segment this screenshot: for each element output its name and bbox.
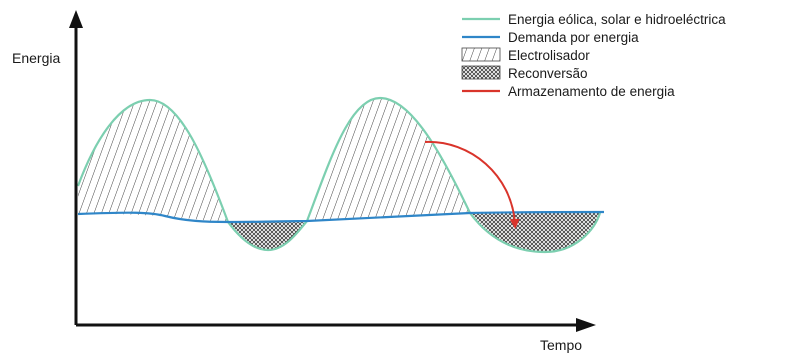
x-axis-label: Tempo <box>540 337 582 353</box>
legend-swatch-electrolyser <box>461 47 501 62</box>
legend-swatch-reconversion <box>461 65 501 80</box>
x-axis-arrowhead <box>576 318 596 332</box>
reconversion-region-1 <box>228 221 307 250</box>
axes <box>69 10 596 332</box>
electrolyser-regions <box>78 98 470 222</box>
legend: Energia eólica, solar e hidroeléctrica D… <box>461 12 726 99</box>
energy-demand-curve <box>77 210 605 224</box>
electrolyser-region-2 <box>307 98 470 221</box>
reconversion-regions <box>228 212 600 252</box>
electrolyser-region-1 <box>78 100 228 222</box>
legend-item-demand: Demanda por energia <box>462 30 639 45</box>
legend-item-renewable: Energia eólica, solar e hidroeléctrica <box>462 12 726 27</box>
y-axis-arrowhead <box>69 10 83 28</box>
energy-storage-arrow <box>424 140 520 229</box>
legend-label-demand: Demanda por energia <box>508 30 639 45</box>
legend-item-reconversion: Reconversão <box>461 65 588 81</box>
legend-item-storage: Armazenamento de energia <box>462 84 675 99</box>
y-axis-label: Energia <box>12 50 60 66</box>
reconversion-region-2 <box>470 212 600 252</box>
legend-label-renewable: Energia eólica, solar e hidroeléctrica <box>508 12 726 27</box>
legend-item-electrolyser: Electrolisador <box>461 47 590 63</box>
legend-label-electrolyser: Electrolisador <box>508 48 590 63</box>
legend-label-storage: Armazenamento de energia <box>508 84 675 99</box>
legend-label-reconversion: Reconversão <box>508 66 588 81</box>
renewable-energy-curve <box>76 96 602 254</box>
